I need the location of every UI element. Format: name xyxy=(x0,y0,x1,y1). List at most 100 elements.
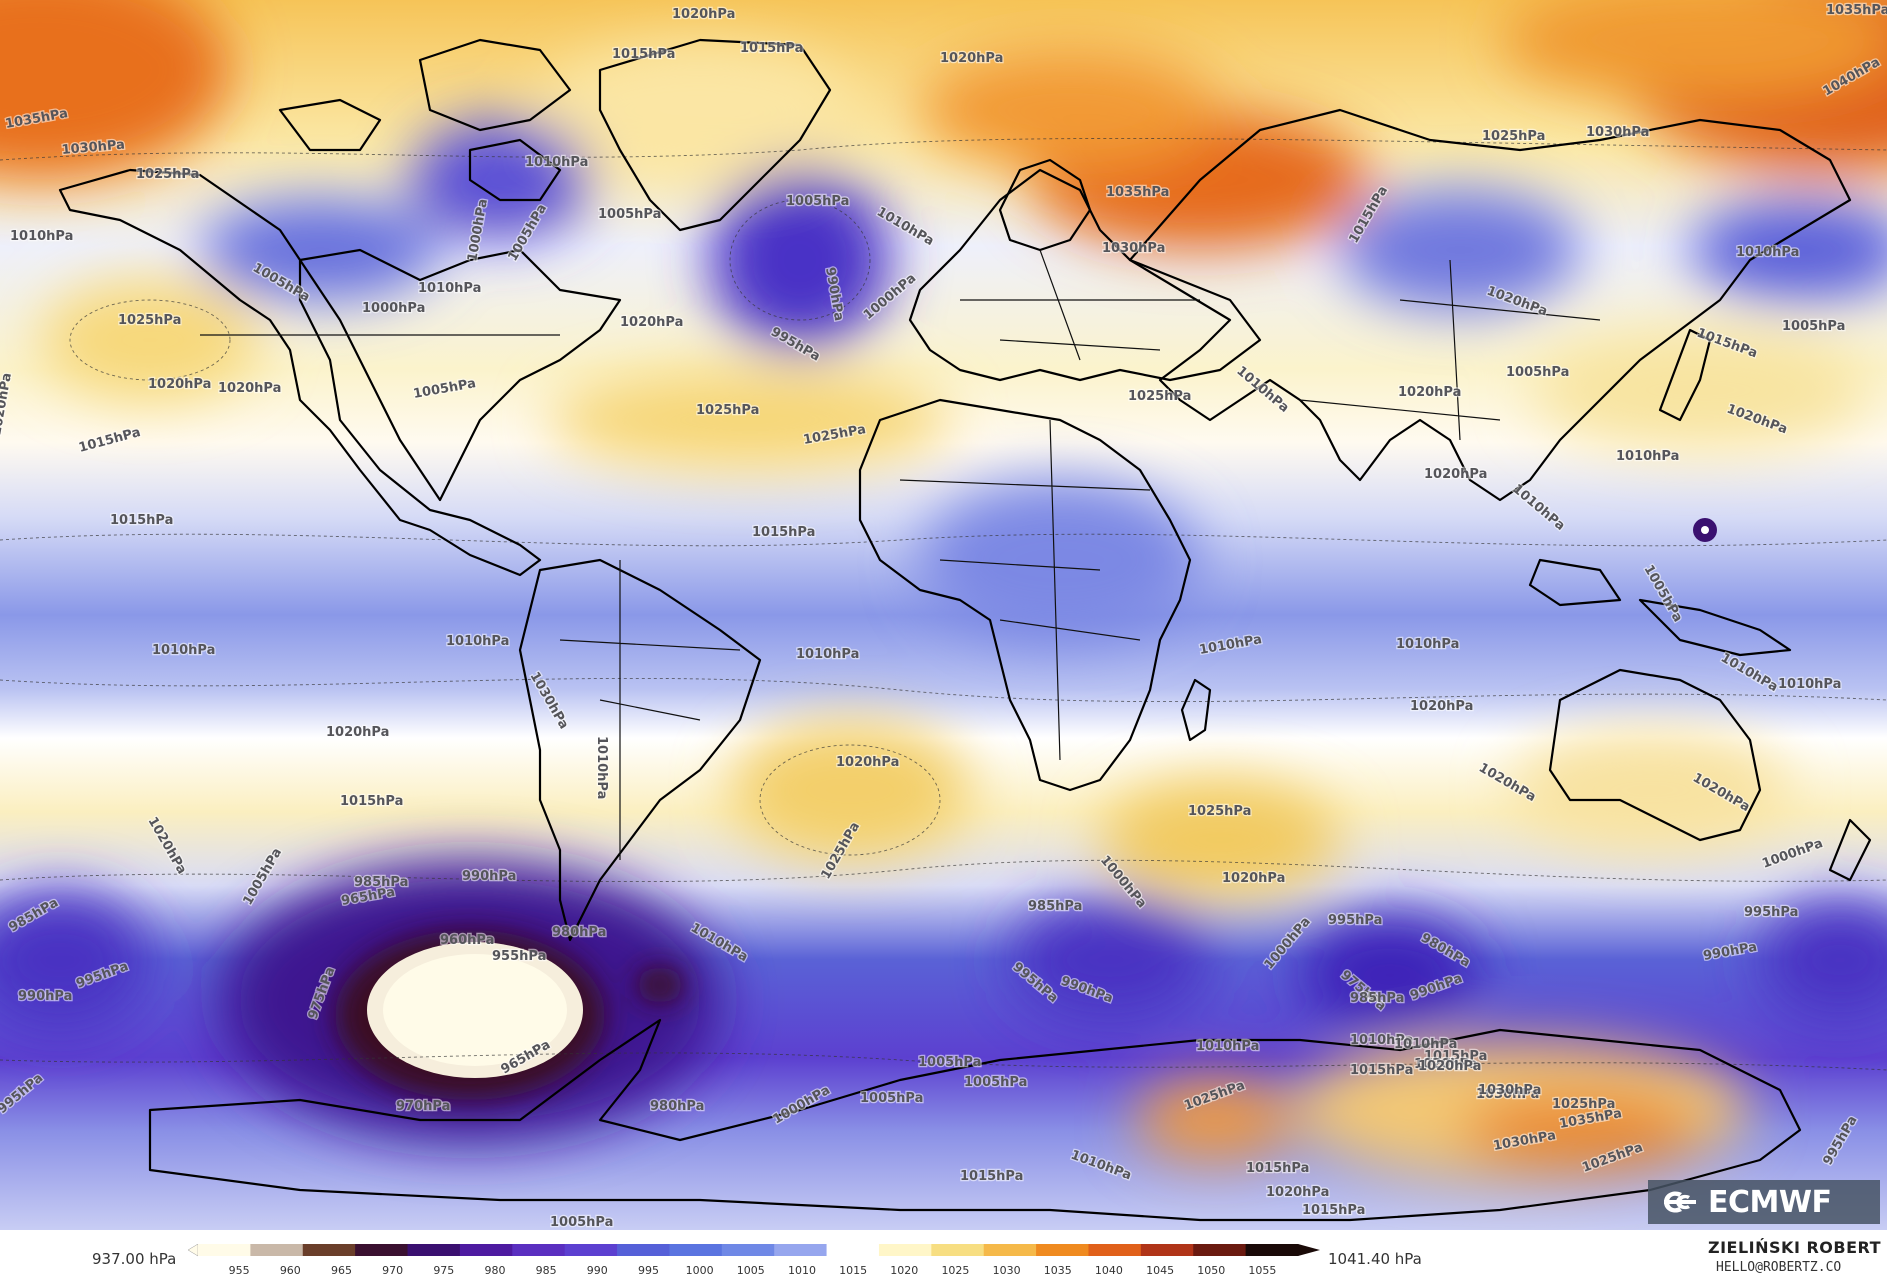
colorbar-tick-label: 1000 xyxy=(686,1264,714,1277)
colorbar-swatch xyxy=(407,1244,461,1256)
colorbar-tick-label: 965 xyxy=(331,1264,352,1277)
australia-outline xyxy=(1548,668,1762,842)
colorbar-swatch xyxy=(512,1244,566,1256)
isobar-label: 1015hPa xyxy=(1424,1049,1487,1064)
ecmwf-logo-icon xyxy=(1664,1191,1696,1213)
colorbar-max-extend xyxy=(1298,1244,1320,1256)
south-america-outline xyxy=(518,558,762,942)
isobar-label: 1020hPa xyxy=(1414,1057,1477,1072)
isobar-label: 1010hPa xyxy=(418,281,481,296)
new-zealand-outline xyxy=(1828,818,1872,882)
isobar-label: 1010hPa xyxy=(446,634,509,649)
colorbar-swatch xyxy=(1193,1244,1247,1256)
colorbar-tick-label: 1010 xyxy=(788,1264,816,1277)
low-pressure-north-atlantic xyxy=(710,170,890,350)
colorbar-swatch xyxy=(355,1244,409,1256)
scandinavia-outline xyxy=(998,158,1092,252)
colorbar-swatch xyxy=(302,1244,356,1256)
isobar-lines xyxy=(0,138,1887,1071)
high-pressure-azores xyxy=(550,370,950,470)
isobar-label: 1015hPa xyxy=(340,794,403,809)
isobar-label: 1020hPa xyxy=(940,51,1003,66)
colorbar-tick-label: 970 xyxy=(382,1264,403,1277)
isobar-label: 985hPa xyxy=(1028,899,1082,914)
isobar-label: 1020hPa xyxy=(1222,871,1285,886)
isobar-label: 1020hPa xyxy=(1424,467,1487,482)
high-pressure-pacific-north xyxy=(40,280,260,400)
isobar-label: 1030hPa xyxy=(1478,1083,1541,1098)
colorbar-swatch xyxy=(250,1244,304,1256)
greenland-outline xyxy=(598,38,832,232)
isobar-label: 1015hPa xyxy=(1246,1161,1309,1176)
isobar-label: 1015hPa xyxy=(1350,1063,1413,1078)
pressure-systems xyxy=(0,0,1887,1180)
author-name: ZIELIŃSKI ROBERT xyxy=(1708,1238,1882,1257)
high-pressure-south-indian xyxy=(1100,780,1340,900)
isobar-label: 995hPa xyxy=(1328,913,1382,928)
country-borders xyxy=(200,249,1601,860)
isobar-label: 955hPa xyxy=(492,949,546,964)
colorbar-tick-label: 1035 xyxy=(1044,1264,1072,1277)
isobar-label: 1020hPa xyxy=(620,315,683,330)
colorbar-max-label: 1041.40 hPa xyxy=(1328,1250,1422,1268)
colorbar-tick-label: 960 xyxy=(280,1264,301,1277)
colorbar-tick-label: 1025 xyxy=(941,1264,969,1277)
isobar-label: 1010hPa xyxy=(1778,677,1841,692)
isobar-label: 1030hPa xyxy=(1586,125,1649,140)
isobar-label: 1010hPa xyxy=(10,229,73,244)
colorbar-tick-label: 1055 xyxy=(1248,1264,1276,1277)
low-pressure-hudson-bay xyxy=(410,120,590,240)
isobar-label: 1025hPa xyxy=(696,403,759,418)
colorbar-min-label: 937.00 hPa xyxy=(92,1250,177,1268)
isobar-label: 1010hPa xyxy=(1616,449,1679,464)
isobar-label: 990hPa xyxy=(18,989,72,1004)
isobar-label: 1015hPa xyxy=(110,513,173,528)
high-pressure-antarctic-west xyxy=(1135,1080,1295,1160)
colorbar-tick-label: 990 xyxy=(587,1264,608,1277)
isobar-label: 1020hPa xyxy=(1410,699,1473,714)
isobar-label: 1020hPa xyxy=(148,377,211,392)
colorbar-swatch xyxy=(826,1244,880,1256)
isobar-label: 1010hPa xyxy=(796,647,859,662)
typhoon-eye xyxy=(1701,526,1709,534)
isobar-label: 1005hPa xyxy=(964,1075,1027,1090)
colorbar-tick-label: 1020 xyxy=(890,1264,918,1277)
indonesia-outline xyxy=(1528,558,1792,657)
isobar-label: 1020hPa xyxy=(1418,1059,1481,1074)
colorbar-min-extend xyxy=(188,1244,199,1257)
high-pressure-south-atlantic xyxy=(730,720,970,860)
isobar-label: 1020hPa xyxy=(218,381,281,396)
asia-outline xyxy=(1128,108,1852,502)
colorbar-swatch xyxy=(617,1244,670,1256)
colorbar: 955 960 965 970 975 980 985 990 995 1000 1005 1010 1… xyxy=(188,1244,1320,1277)
colorbar-swatch xyxy=(669,1244,723,1256)
isobar-label: 1015hPa xyxy=(1302,1203,1365,1218)
high-pressure-arctic-east xyxy=(1500,0,1887,100)
isobar-label: 1010hPa xyxy=(152,643,215,658)
isobar-label: 1025hPa xyxy=(118,313,181,328)
colorbar-swatch xyxy=(1088,1244,1142,1256)
isobar-label: 1025hPa xyxy=(1188,804,1251,819)
isobar-label: 980hPa xyxy=(552,925,606,940)
low-pressure-alaska xyxy=(200,200,440,300)
isobar-label: 1020hPa xyxy=(1266,1185,1329,1200)
colorbar-tick-label: 980 xyxy=(484,1264,505,1277)
colorbar-swatch xyxy=(721,1244,775,1256)
colorbar-tick-label: 975 xyxy=(433,1264,454,1277)
colorbar-swatch xyxy=(1036,1244,1089,1256)
low-pressure-africa xyxy=(920,480,1200,640)
low-pressure-southern-ocean-east xyxy=(1300,915,1480,1035)
isobar-label: 1010hPa xyxy=(594,736,609,799)
colorbar-swatch xyxy=(1245,1244,1299,1256)
north-america-outline xyxy=(58,168,622,577)
isobar-label: 1010hPa xyxy=(1394,1037,1457,1052)
isobar-label: 1000hPa xyxy=(362,301,425,316)
colorbar-tick-label: 1030 xyxy=(993,1264,1021,1277)
isobar-label: 1010hPa xyxy=(525,155,588,170)
isobar-label: 1035hPa xyxy=(1106,185,1169,200)
colorbar-swatch xyxy=(931,1244,985,1256)
pressure-map: 1020hPa 1015hPa 1015hPa 1020hPa 1035hPa 1030h… xyxy=(0,0,1887,1230)
high-pressure-australia xyxy=(1510,730,1790,850)
antarctica-outline xyxy=(148,1018,1802,1222)
isobar-label: 1005hPa xyxy=(1782,319,1845,334)
